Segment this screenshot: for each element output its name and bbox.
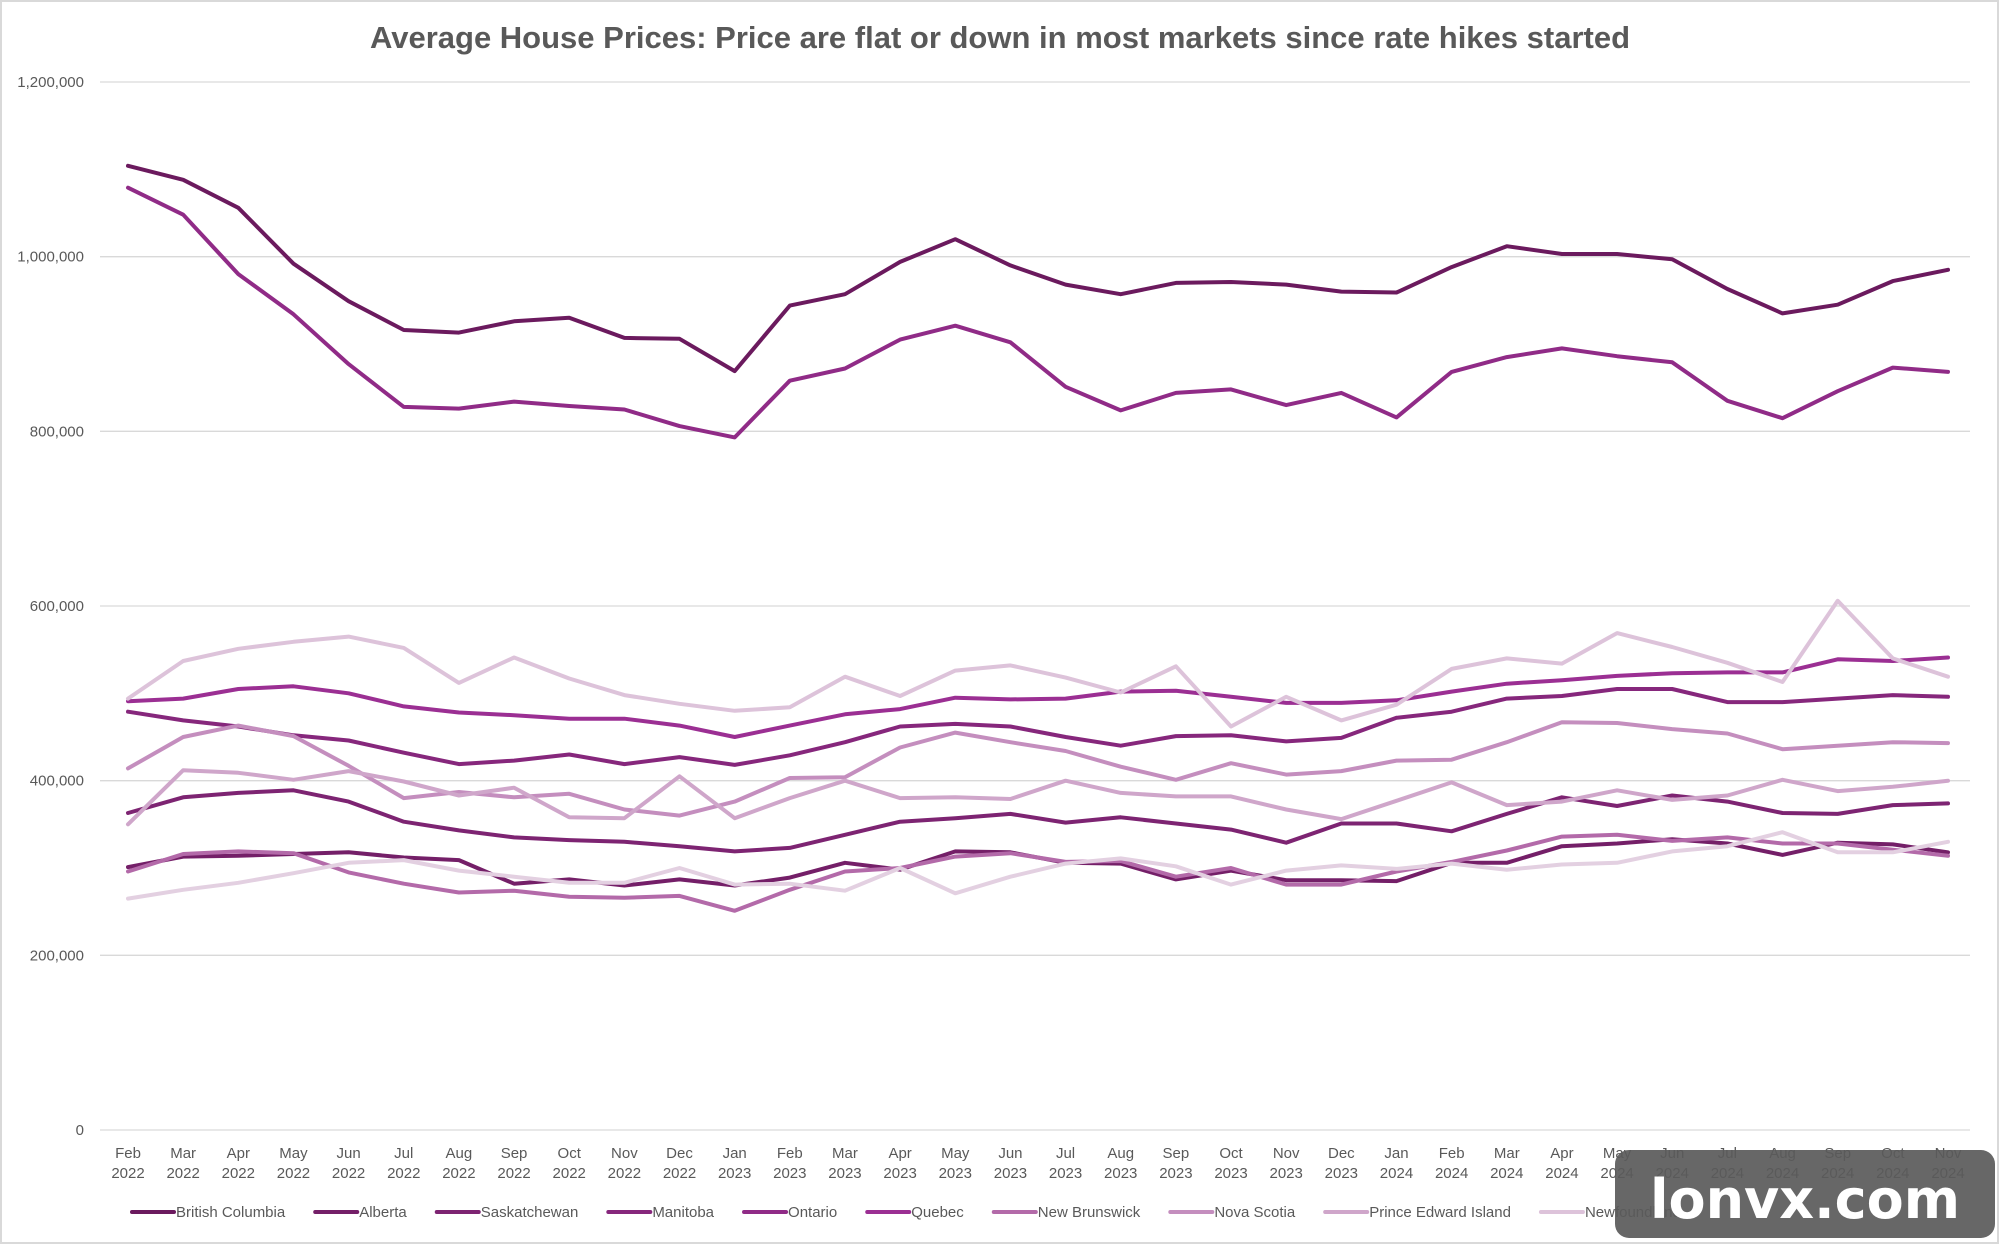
gridlines — [100, 81, 1970, 1131]
x-tick-label: Aug 2023 — [1104, 1145, 1137, 1182]
legend-label: Manitoba — [652, 1204, 714, 1221]
x-tick-label: Feb 2023 — [773, 1145, 806, 1182]
legend-item-new-brunswick: New Brunswick — [991, 1204, 1141, 1221]
legend-label: New Brunswick — [1038, 1204, 1141, 1221]
legend-label: Prince Edward Island — [1369, 1204, 1511, 1221]
x-tick-label: Aug 2022 — [442, 1145, 475, 1182]
y-tick-label: 1,200,000 — [17, 74, 84, 91]
x-tick-label: Nov 2023 — [1269, 1145, 1302, 1182]
legend-label: British Columbia — [176, 1204, 286, 1221]
chart-title: Average House Prices: Price are flat or … — [370, 20, 1630, 55]
x-tick-label: May 2022 — [277, 1145, 310, 1182]
legend-item-ontario: Ontario — [742, 1204, 837, 1221]
y-tick-label: 0 — [76, 1122, 84, 1139]
x-tick-label: Oct 2023 — [1214, 1145, 1247, 1182]
series-line-nova-scotia — [126, 720, 1950, 818]
legend-item-nova-scotia: Nova Scotia — [1168, 1204, 1296, 1221]
y-tick-label: 200,000 — [30, 947, 84, 964]
series-line-new-brunswick — [126, 832, 1950, 913]
x-tick-label: Feb 2022 — [111, 1145, 144, 1182]
x-tick-label: Oct 2022 — [553, 1145, 586, 1182]
x-tick-label: Jun 2022 — [332, 1145, 365, 1182]
legend-item-prince-edward-island: Prince Edward Island — [1323, 1204, 1511, 1221]
series-line-british-columbia — [126, 163, 1950, 374]
series-line-quebec — [126, 655, 1950, 739]
series-lines — [126, 163, 1950, 913]
legend-item-quebec: Quebec — [865, 1204, 964, 1221]
x-tick-label: Sep 2023 — [1159, 1145, 1192, 1182]
legend-item-manitoba: Manitoba — [606, 1204, 715, 1221]
legend-item-british-columbia: British Columbia — [130, 1204, 286, 1221]
series-line-newfoundland — [126, 598, 1950, 729]
y-tick-label: 400,000 — [30, 773, 84, 790]
x-tick-label: Dec 2022 — [663, 1145, 696, 1182]
legend-label: Nova Scotia — [1214, 1204, 1296, 1221]
x-tick-label: Jan 2023 — [718, 1145, 751, 1182]
x-tick-label: Apr 2022 — [222, 1145, 255, 1182]
watermark: lonvx.com — [1615, 1150, 1995, 1238]
x-tick-label: Jan 2024 — [1380, 1145, 1413, 1182]
y-tick-label: 800,000 — [30, 423, 84, 440]
x-tick-label: Nov 2022 — [608, 1145, 641, 1182]
series-line-manitoba — [126, 687, 1950, 767]
y-axis-tick-labels: 0 200,000 400,000 600,000 800,000 1,000,000 1,… — [17, 74, 84, 1139]
x-tick-label: Jun 2023 — [994, 1145, 1027, 1182]
legend-label: Alberta — [359, 1204, 407, 1221]
legend-label: Quebec — [911, 1204, 964, 1221]
y-tick-label: 600,000 — [30, 598, 84, 615]
x-tick-label: Jul 2022 — [387, 1145, 420, 1182]
x-tick-label: Mar 2024 — [1490, 1145, 1523, 1182]
series-line-unnamed — [126, 830, 1950, 901]
x-tick-label: Apr 2024 — [1545, 1145, 1578, 1182]
x-tick-label: Apr 2023 — [883, 1145, 916, 1182]
series-line-saskatchewan — [126, 788, 1950, 854]
legend-item-alberta: Alberta — [313, 1204, 407, 1221]
series-line-prince-edward-island — [126, 768, 1950, 827]
x-tick-label: Dec 2023 — [1325, 1145, 1358, 1182]
legend-item-saskatchewan: Saskatchewan — [434, 1204, 579, 1221]
x-tick-label: Sep 2022 — [497, 1145, 530, 1182]
legend-label: Ontario — [788, 1204, 837, 1221]
watermark-text: lonvx.com — [1650, 1168, 1960, 1231]
watermark-background — [1615, 1150, 1995, 1238]
x-tick-label: Mar 2022 — [166, 1145, 199, 1182]
x-tick-label: Mar 2023 — [828, 1145, 861, 1182]
y-tick-label: 1,000,000 — [17, 249, 84, 266]
legend-label: Saskatchewan — [481, 1204, 579, 1221]
x-tick-label: May 2023 — [939, 1145, 972, 1182]
x-tick-label: Jul 2023 — [1049, 1145, 1082, 1182]
x-tick-label: Feb 2024 — [1435, 1145, 1468, 1182]
series-line-ontario — [126, 185, 1950, 440]
